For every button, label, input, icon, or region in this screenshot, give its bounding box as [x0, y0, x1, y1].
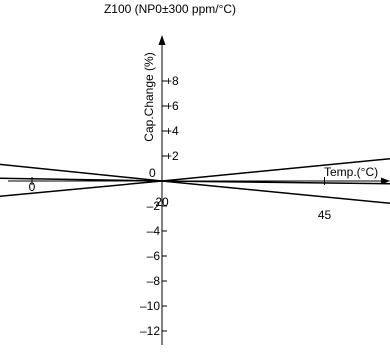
y-tick-label: –10 [140, 299, 160, 313]
y-ticks: +8 +6 +4 +2 –2 –4 –6 –8 –10 –12 [140, 74, 179, 338]
x-tick-label: 0 [29, 180, 36, 194]
x-axis-arrow [381, 177, 390, 185]
y-tick-label: +4 [165, 124, 179, 138]
series [0, 158, 390, 205]
x-axis-label: Temp.(°C) [324, 165, 378, 179]
chart-title: Z100 (NP0±300 ppm/°C) [104, 2, 236, 16]
series-line-3 [0, 177, 390, 185]
y-tick-label: –2 [147, 199, 161, 213]
y-tick-label: +8 [165, 74, 179, 88]
series-line-1 [0, 163, 390, 205]
y-tick-label: +2 [165, 149, 179, 163]
y-axis-label: Cap.Change (%) [142, 52, 156, 141]
y-axis-arrow [158, 35, 166, 45]
x-tick-label: 45 [318, 208, 332, 222]
origin-label: 0 [149, 166, 156, 180]
y-tick-label: –8 [147, 274, 161, 288]
y-tick-label: –6 [147, 249, 161, 263]
y-tick-label: –12 [140, 324, 160, 338]
y-tick-label: +6 [165, 99, 179, 113]
y-tick-label: –4 [147, 224, 161, 238]
